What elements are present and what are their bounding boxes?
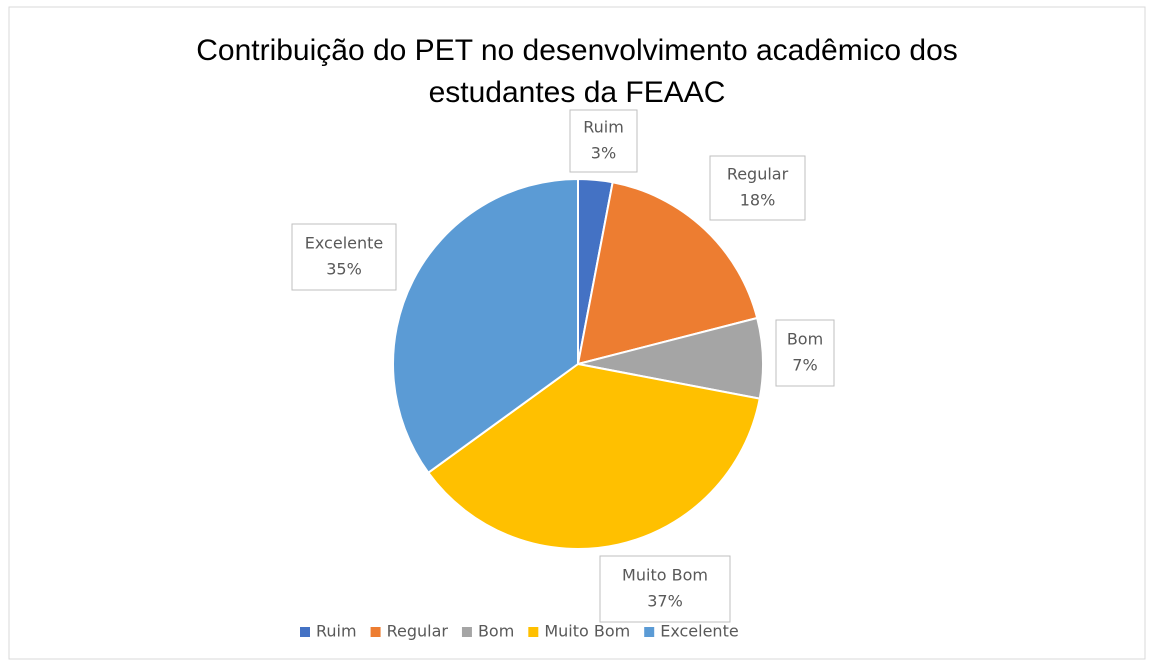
data-label-box <box>291 223 397 291</box>
legend-label: Excelente <box>660 622 738 641</box>
legend-label: Regular <box>387 622 449 641</box>
data-label-box <box>569 109 638 173</box>
data-label-name: Excelente <box>305 234 383 253</box>
pie-slice <box>426 362 761 550</box>
legend-swatch <box>461 627 472 637</box>
data-label-value: 35% <box>326 260 362 279</box>
legend-label: Ruim <box>316 622 357 641</box>
data-label-name: Bom <box>787 330 823 349</box>
legend-swatch <box>644 627 655 637</box>
legend-label: Muito Bom <box>544 622 630 641</box>
legend-swatch <box>300 627 310 637</box>
chart-title: Contribuição do PET no desenvolvimento a… <box>196 34 958 109</box>
data-label-value: 3% <box>591 144 616 163</box>
data-label-name: Ruim <box>583 118 624 137</box>
data-label-value: 7% <box>792 356 817 375</box>
pie-slice <box>576 181 759 366</box>
legend-swatch <box>528 627 539 637</box>
data-label-name: Regular <box>727 165 789 184</box>
data-label-value: 18% <box>740 191 776 210</box>
data-label-box <box>775 319 835 387</box>
data-label-box <box>599 555 731 623</box>
legend-swatch <box>370 627 381 637</box>
pie-slice <box>392 177 579 475</box>
legend-label: Bom <box>478 622 514 641</box>
data-label-name: Muito Bom <box>622 566 708 585</box>
data-label-box <box>709 155 806 221</box>
data-label-value: 37% <box>647 592 683 611</box>
